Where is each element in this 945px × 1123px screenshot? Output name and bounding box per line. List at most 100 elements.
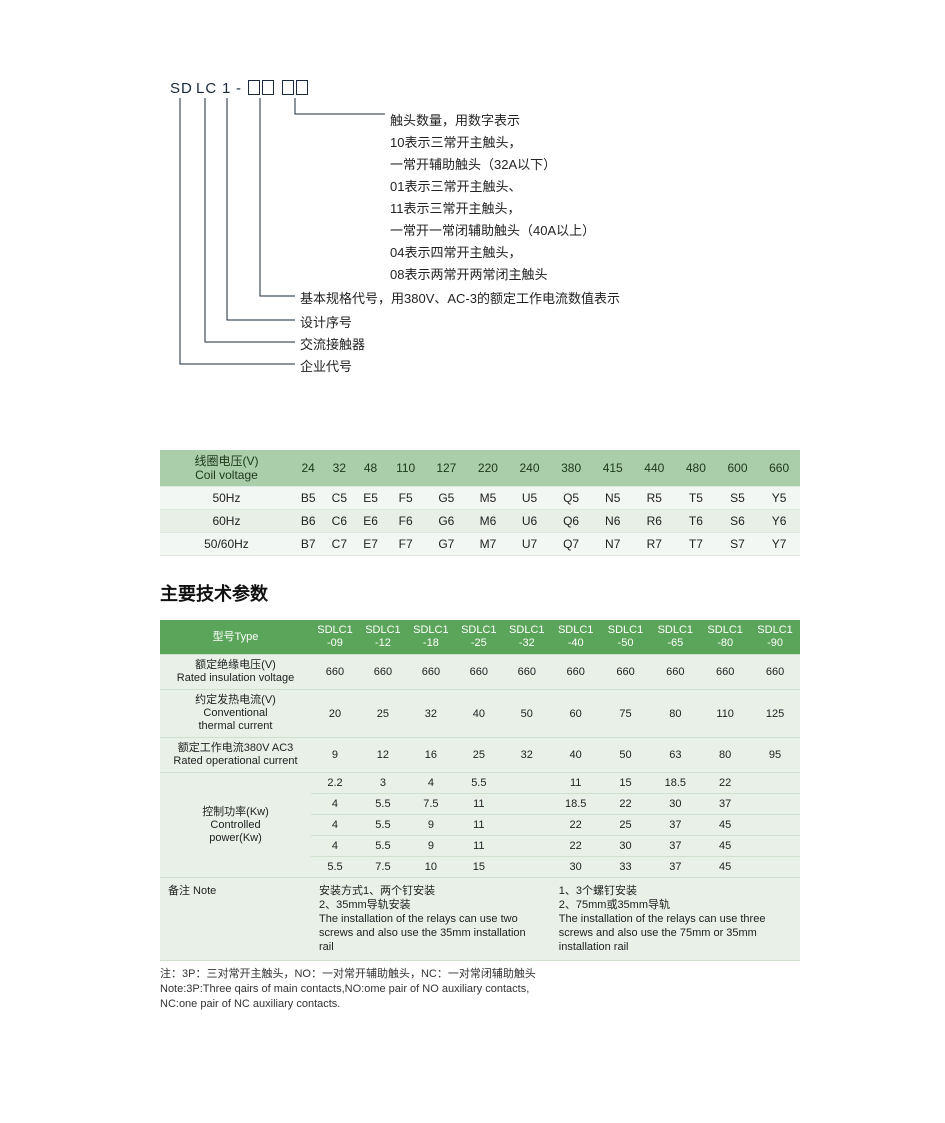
table-header-cell: 型号Type [160, 620, 311, 655]
table-cell: S5 [717, 487, 759, 510]
table-cell: Y5 [758, 487, 800, 510]
table-cell: E6 [355, 510, 386, 533]
diag-line: 10表示三常开主触头， [390, 132, 595, 154]
table-cell: B6 [293, 510, 324, 533]
table-cell [750, 794, 800, 815]
table-cell: 线圈电压(V)Coil voltage [160, 450, 293, 487]
table-cell: 110 [386, 450, 426, 487]
diag-line: 触头数量，用数字表示 [390, 110, 595, 132]
table-cell: 30 [650, 794, 700, 815]
table-cell: G6 [426, 510, 468, 533]
table-cell: 11 [455, 836, 503, 857]
table-cell: F7 [386, 533, 426, 556]
table-cell: 75 [601, 690, 651, 738]
table-cell [503, 836, 551, 857]
table-cell: 110 [700, 690, 750, 738]
table-cell: 440 [634, 450, 676, 487]
table-cell: 45 [700, 836, 750, 857]
table-cell: 25 [601, 815, 651, 836]
table-header-cell: SDLC1-90 [750, 620, 800, 655]
table-cell: 37 [650, 836, 700, 857]
table-cell: 18.5 [650, 773, 700, 794]
table-cell: N6 [592, 510, 634, 533]
table-cell: 37 [700, 794, 750, 815]
table-cell: Y7 [758, 533, 800, 556]
table-cell: 15 [455, 857, 503, 878]
table-cell: 3 [359, 773, 407, 794]
diag-line: 一常开辅助触头（32A以下） [390, 154, 595, 176]
table-header-cell: SDLC1-09 [311, 620, 359, 655]
table-cell [503, 794, 551, 815]
diag-lower-line: 企业代号 [300, 356, 352, 375]
table-cell: 480 [675, 450, 717, 487]
table-cell: 安装方式1、两个钉安装2、35mm导轨安装The installation of… [311, 878, 551, 961]
table-cell: 9 [311, 738, 359, 773]
table-cell: 11 [455, 794, 503, 815]
table-cell: N7 [592, 533, 634, 556]
table-cell: R6 [634, 510, 676, 533]
table-cell: 127 [426, 450, 468, 487]
table-cell: 10 [407, 857, 455, 878]
table-cell: 32 [323, 450, 355, 487]
table-cell: 4 [407, 773, 455, 794]
table-cell: 660 [650, 655, 700, 690]
table-cell: 9 [407, 836, 455, 857]
table-cell: 30 [551, 857, 601, 878]
table-cell: 415 [592, 450, 634, 487]
table-row: 线圈电压(V)Coil voltage243248110127220240380… [160, 450, 800, 487]
table-cell: 40 [551, 738, 601, 773]
table-cell: G7 [426, 533, 468, 556]
table-cell: 50/60Hz [160, 533, 293, 556]
table-cell: 45 [700, 815, 750, 836]
table-cell: B7 [293, 533, 324, 556]
table-cell: B5 [293, 487, 324, 510]
table-cell [503, 815, 551, 836]
table-cell: 11 [551, 773, 601, 794]
table-cell [750, 857, 800, 878]
table-cell: 50 [503, 690, 551, 738]
table-cell: T5 [675, 487, 717, 510]
table-cell: 50 [601, 738, 651, 773]
diag-line: 一常开一常闭辅助触头（40A以上） [390, 220, 595, 242]
table-cell: 5.5 [359, 794, 407, 815]
spec-table-wrap: 型号TypeSDLC1-09SDLC1-12SDLC1-18SDLC1-25SD… [160, 620, 800, 1012]
table-row: 约定发热电流(V)Conventionalthermal current2025… [160, 690, 800, 738]
table-cell: 9 [407, 815, 455, 836]
table-cell: Q6 [550, 510, 592, 533]
table-cell: E7 [355, 533, 386, 556]
table-cell: 220 [467, 450, 509, 487]
table-cell: 24 [293, 450, 324, 487]
diag-lower-line: 交流接触器 [300, 334, 365, 353]
table-cell: 30 [601, 836, 651, 857]
table-cell: 48 [355, 450, 386, 487]
table-row: 备注 Note安装方式1、两个钉安装2、35mm导轨安装The installa… [160, 878, 800, 961]
table-cell: 33 [601, 857, 651, 878]
table-cell [750, 773, 800, 794]
table-cell: 7.5 [359, 857, 407, 878]
table-row: 50/60HzB7C7E7F7G7M7U7Q7N7R7T7S7Y7 [160, 533, 800, 556]
table-cell [750, 815, 800, 836]
table-cell [503, 857, 551, 878]
table-cell: 20 [311, 690, 359, 738]
table-cell: S7 [717, 533, 759, 556]
table-cell: 4 [311, 836, 359, 857]
table-cell: 660 [407, 655, 455, 690]
table-cell: 2.2 [311, 773, 359, 794]
footnote-line: 注：3P：三对常开主触头，NO：一对常开辅助触头，NC：一对常闭辅助触头 [160, 967, 800, 982]
table-cell: 备注 Note [160, 878, 311, 961]
table-cell: 660 [455, 655, 503, 690]
table-cell: 37 [650, 857, 700, 878]
table-header-cell: SDLC1-18 [407, 620, 455, 655]
table-cell: S6 [717, 510, 759, 533]
table-header-cell: SDLC1-32 [503, 620, 551, 655]
table-row: 60HzB6C6E6F6G6M6U6Q6N6R6T6S6Y6 [160, 510, 800, 533]
table-cell: E5 [355, 487, 386, 510]
table-cell: 63 [650, 738, 700, 773]
table-header-cell: SDLC1-65 [650, 620, 700, 655]
footnote-line: Note:3P:Three qairs of main contacts,NO:… [160, 982, 800, 997]
table-cell: 80 [700, 738, 750, 773]
table-cell: 15 [601, 773, 651, 794]
table-cell [503, 773, 551, 794]
table-cell: 60 [551, 690, 601, 738]
table-cell: 22 [551, 836, 601, 857]
